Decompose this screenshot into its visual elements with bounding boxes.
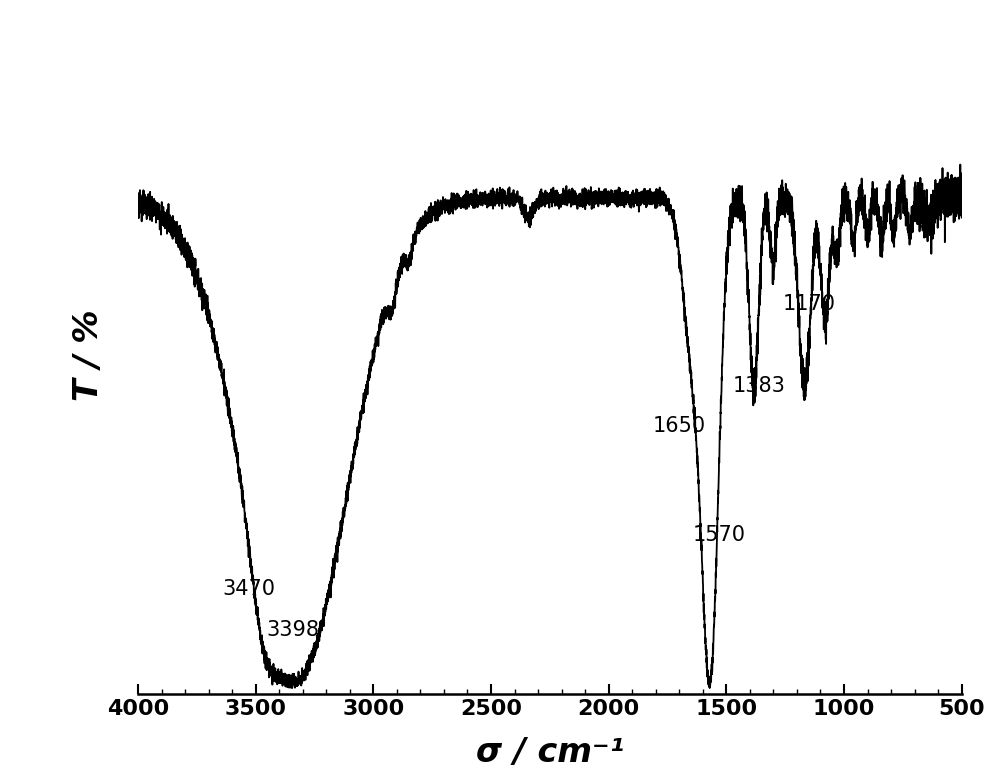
Text: 1570: 1570 (693, 525, 746, 545)
Text: 3470: 3470 (222, 579, 275, 599)
Text: 1170: 1170 (782, 294, 835, 314)
Text: 1650: 1650 (653, 416, 706, 436)
Text: T / %: T / % (72, 309, 105, 401)
Text: 3398: 3398 (267, 620, 320, 640)
Text: 1383: 1383 (733, 376, 786, 395)
X-axis label: σ / cm⁻¹: σ / cm⁻¹ (476, 736, 624, 769)
